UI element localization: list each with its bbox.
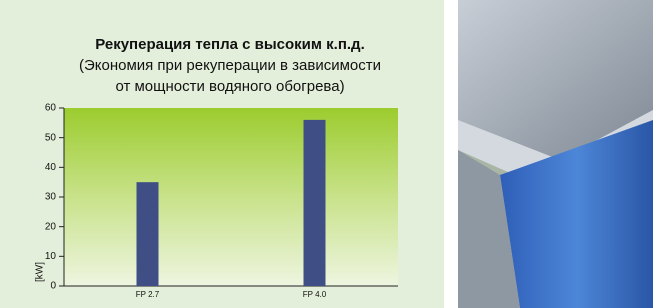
y-tick-label: 50 xyxy=(45,132,57,143)
plot-area xyxy=(64,108,398,286)
chart: Рекуперация тепла с высоким к.п.д. (Экон… xyxy=(0,0,653,308)
x-tick-label: FP 4.0 xyxy=(303,290,327,299)
y-tick-label: 60 xyxy=(45,103,57,114)
chart-subtitle: (Экономия при рекуперации в зависимости xyxy=(79,57,381,74)
photo xyxy=(458,0,653,308)
y-tick-label: 30 xyxy=(45,192,57,203)
chart-subtitle: от мощности водяного обогрева) xyxy=(115,78,344,95)
x-tick-label: FP 2.7 xyxy=(136,290,160,299)
y-axis-label: [kW] xyxy=(35,262,46,282)
bar xyxy=(304,120,326,286)
bar xyxy=(137,182,159,286)
page: Рекуперация тепла с высоким к.п.д. (Экон… xyxy=(0,0,653,308)
y-tick-label: 40 xyxy=(45,162,57,173)
y-tick-label: 0 xyxy=(50,281,56,292)
y-tick-label: 10 xyxy=(45,251,57,262)
chart-title: Рекуперация тепла с высоким к.п.д. xyxy=(95,36,365,53)
y-tick-label: 20 xyxy=(45,221,57,232)
